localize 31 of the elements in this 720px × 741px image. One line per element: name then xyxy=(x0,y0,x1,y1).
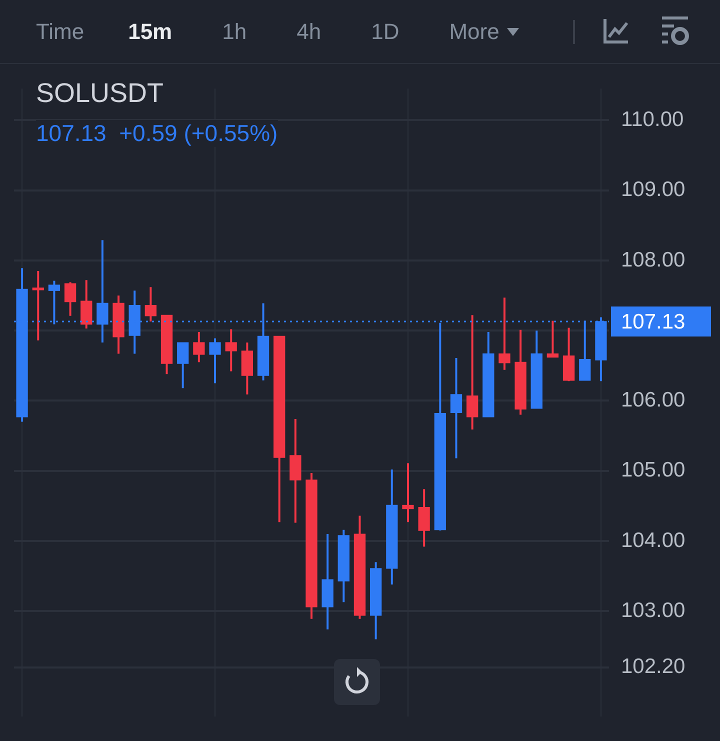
text: Time xyxy=(36,18,84,44)
candlestick xyxy=(418,488,430,548)
text: 1D xyxy=(371,18,400,44)
candlestick xyxy=(177,342,189,390)
text: 15m xyxy=(128,18,172,44)
text: More xyxy=(449,18,500,44)
candlestick xyxy=(546,320,559,358)
candlestick xyxy=(225,328,237,372)
y-tick-label: 108.00 xyxy=(621,248,686,272)
y-tick-label: 109.00 xyxy=(621,178,686,202)
y-tick-label: 106.00 xyxy=(621,388,686,412)
chart-title: SOLUSDT xyxy=(36,78,168,109)
y-tick-label: 104.00 xyxy=(621,528,686,552)
candlestick xyxy=(498,296,510,371)
text: 4h xyxy=(296,18,322,44)
y-tick-label: 105.00 xyxy=(621,458,686,482)
candlestick xyxy=(450,356,462,460)
candlestick xyxy=(32,270,44,342)
ref-line-label: 107.13 xyxy=(621,310,686,334)
candlestick xyxy=(80,279,92,330)
y-tick-label: 102.20 xyxy=(621,655,686,678)
y-tick-label: 110.00 xyxy=(621,108,684,131)
candlestick xyxy=(193,331,205,364)
y-tick-label: 103.00 xyxy=(621,598,686,622)
candlestick xyxy=(209,337,221,384)
text: 107.13 +0.59 (+0.55%) xyxy=(36,120,278,147)
candlestick xyxy=(64,281,76,317)
candlestick xyxy=(402,462,414,524)
text: 1h xyxy=(222,18,247,44)
candlestick xyxy=(466,314,478,431)
candlestick xyxy=(144,286,157,322)
